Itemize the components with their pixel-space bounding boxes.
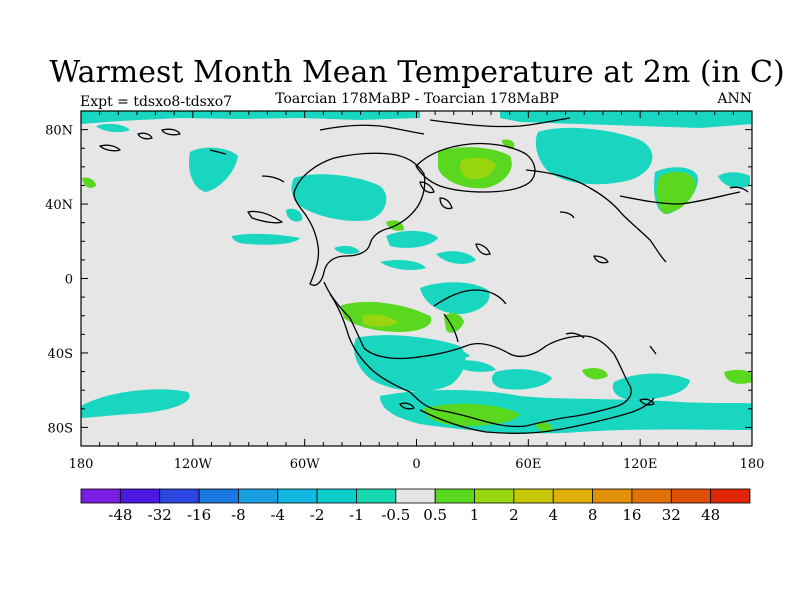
colorbar-swatch	[356, 489, 395, 503]
colorbar-label: -2	[310, 506, 325, 524]
longitude-tick-label: 180	[69, 457, 94, 472]
figure-title: Warmest Month Mean Temperature at 2m (in…	[49, 55, 784, 90]
period-label: Toarcian 178MaBP - Toarcian 178MaBP	[275, 91, 559, 107]
colorbar-label: -1	[349, 506, 364, 524]
colorbar-swatch	[120, 489, 159, 503]
latitude-labels: 80N 40N 0 40S 80S	[45, 124, 73, 437]
colorbar-label: -0.5	[381, 506, 410, 524]
colorbar-swatch	[593, 489, 632, 503]
longitude-tick-label: 120E	[623, 457, 657, 472]
colorbar-swatch	[238, 489, 277, 503]
longitude-tick-label: 60E	[515, 457, 541, 472]
colorbar-label: 8	[588, 506, 598, 524]
colorbar-swatch	[553, 489, 592, 503]
colorbar-swatch	[199, 489, 238, 503]
colorbar-swatch	[435, 489, 474, 503]
longitude-tick-label: 60W	[290, 457, 321, 472]
colorbar-swatch	[160, 489, 199, 503]
colorbar-label: 32	[662, 506, 681, 524]
colorbar-label: 16	[622, 506, 641, 524]
colorbar-label: -8	[231, 506, 246, 524]
colorbar-swatch	[475, 489, 514, 503]
colorbar-label: 4	[548, 506, 558, 524]
colorbar-swatch	[671, 489, 710, 503]
colorbar-label: 2	[509, 506, 519, 524]
colorbar-label: 48	[701, 506, 720, 524]
colorbar-label: -16	[187, 506, 211, 524]
colorbar-swatch	[514, 489, 553, 503]
latitude-tick-label: 0	[65, 273, 73, 288]
longitude-tick-label: 0	[412, 457, 420, 472]
longitude-tick-label: 120W	[174, 457, 213, 472]
latitude-tick-label: 80N	[45, 124, 73, 139]
latitude-tick-label: 40S	[48, 347, 73, 362]
colorbar-label: -48	[108, 506, 132, 524]
colorbar-label: 1	[470, 506, 480, 524]
colorbar-swatch	[278, 489, 317, 503]
colorbar: -48 -32 -16 -8 -4 -2 -1 -0.5 0.5 1 2 4 8 16 32 48	[81, 489, 750, 524]
colorbar-swatch	[317, 489, 356, 503]
colorbar-swatch	[711, 489, 750, 503]
longitude-labels: 180 120W 60W 0 60E 120E 180	[69, 457, 765, 472]
latitude-tick-label: 40N	[45, 198, 73, 213]
colorbar-swatch	[396, 489, 435, 503]
colorbar-swatch	[81, 489, 120, 503]
colorbar-swatch	[632, 489, 671, 503]
colorbar-label: 0.5	[423, 506, 447, 524]
longitude-tick-label: 180	[740, 457, 765, 472]
season-label: ANN	[716, 91, 752, 107]
colorbar-label: -32	[148, 506, 172, 524]
map-panel: 180 120W 60W 0 60E 120E 180 80N 40N 0 40S 80S	[45, 111, 764, 472]
latitude-tick-label: 80S	[48, 421, 73, 436]
colorbar-label: -4	[270, 506, 285, 524]
experiment-label: Expt = tdsxo8-tdsxo7	[80, 94, 232, 110]
